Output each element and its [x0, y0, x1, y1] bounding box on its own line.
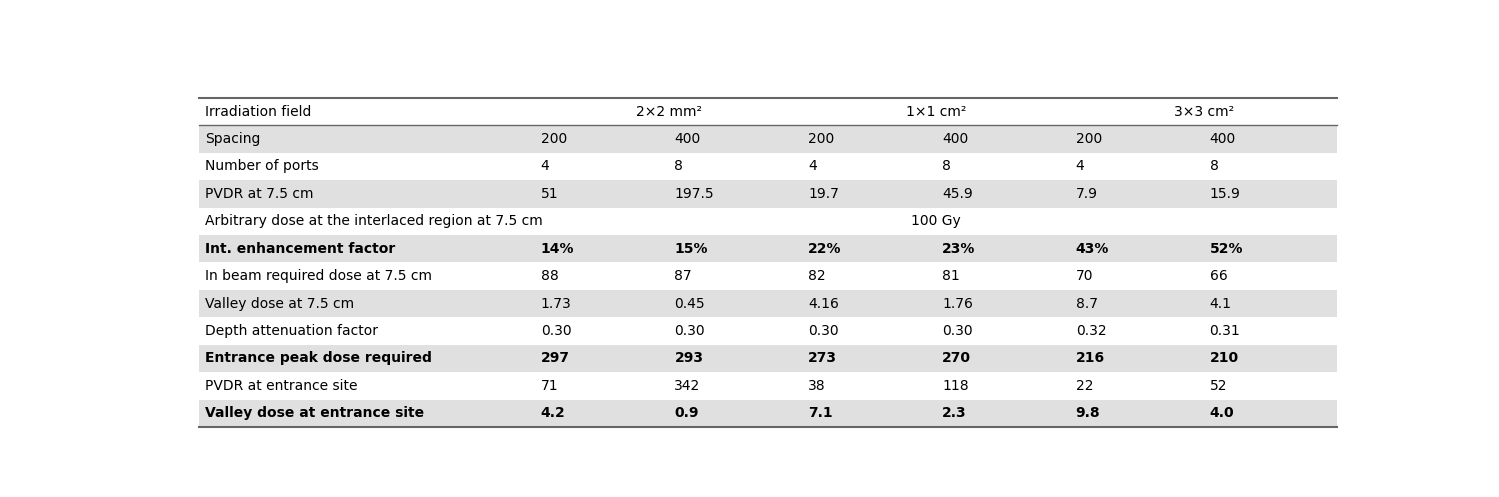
Text: 52: 52	[1210, 379, 1228, 393]
Text: 88: 88	[541, 269, 559, 283]
Text: 400: 400	[1210, 132, 1235, 146]
Text: 15%: 15%	[675, 242, 708, 256]
Text: 400: 400	[941, 132, 968, 146]
Text: 293: 293	[675, 351, 703, 365]
Text: 2.3: 2.3	[941, 407, 967, 420]
Text: 66: 66	[1210, 269, 1228, 283]
Text: 4: 4	[808, 160, 817, 173]
Text: 8: 8	[675, 160, 684, 173]
Text: 2×2 mm²: 2×2 mm²	[636, 105, 702, 119]
Text: 22: 22	[1076, 379, 1093, 393]
Text: 210: 210	[1210, 351, 1238, 365]
Text: 8.7: 8.7	[1076, 297, 1097, 311]
Text: 8: 8	[1210, 160, 1219, 173]
Text: 82: 82	[808, 269, 826, 283]
Text: 45.9: 45.9	[941, 187, 973, 201]
Bar	[199, 235, 1337, 262]
Text: 43%: 43%	[1076, 242, 1109, 256]
Text: Spacing: Spacing	[205, 132, 261, 146]
Text: 70: 70	[1076, 269, 1093, 283]
Text: 1×1 cm²: 1×1 cm²	[905, 105, 967, 119]
Text: 118: 118	[941, 379, 968, 393]
Bar	[199, 290, 1337, 317]
Text: 342: 342	[675, 379, 700, 393]
Text: Entrance peak dose required: Entrance peak dose required	[205, 351, 432, 365]
Text: 0.30: 0.30	[675, 324, 705, 338]
Text: 71: 71	[541, 379, 558, 393]
Text: 52%: 52%	[1210, 242, 1243, 256]
Text: Valley dose at entrance site: Valley dose at entrance site	[205, 407, 424, 420]
Bar	[199, 125, 1337, 153]
Text: 200: 200	[1076, 132, 1102, 146]
Text: 4.16: 4.16	[808, 297, 839, 311]
Text: 4: 4	[1076, 160, 1084, 173]
Text: Irradiation field: Irradiation field	[205, 105, 312, 119]
Text: 8: 8	[941, 160, 950, 173]
Text: 51: 51	[541, 187, 558, 201]
Text: 0.31: 0.31	[1210, 324, 1240, 338]
Text: PVDR at 7.5 cm: PVDR at 7.5 cm	[205, 187, 313, 201]
Text: 87: 87	[675, 269, 693, 283]
Text: 197.5: 197.5	[675, 187, 714, 201]
Text: PVDR at entrance site: PVDR at entrance site	[205, 379, 357, 393]
Text: 0.30: 0.30	[541, 324, 571, 338]
Text: 4.2: 4.2	[541, 407, 565, 420]
Text: 1.76: 1.76	[941, 297, 973, 311]
Text: 200: 200	[808, 132, 835, 146]
Text: 4: 4	[541, 160, 550, 173]
Text: In beam required dose at 7.5 cm: In beam required dose at 7.5 cm	[205, 269, 432, 283]
Text: 38: 38	[808, 379, 826, 393]
Text: 400: 400	[675, 132, 700, 146]
Text: 273: 273	[808, 351, 838, 365]
Text: 81: 81	[941, 269, 959, 283]
Text: 200: 200	[541, 132, 567, 146]
Text: 4.0: 4.0	[1210, 407, 1234, 420]
Text: 9.8: 9.8	[1076, 407, 1100, 420]
Bar	[199, 345, 1337, 372]
Text: 14%: 14%	[541, 242, 574, 256]
Text: 0.30: 0.30	[941, 324, 973, 338]
Text: 0.9: 0.9	[675, 407, 699, 420]
Text: 100 Gy: 100 Gy	[911, 214, 961, 228]
Text: 23%: 23%	[941, 242, 976, 256]
Text: 270: 270	[941, 351, 971, 365]
Text: 1.73: 1.73	[541, 297, 571, 311]
Bar	[199, 400, 1337, 427]
Text: 4.1: 4.1	[1210, 297, 1232, 311]
Text: Valley dose at 7.5 cm: Valley dose at 7.5 cm	[205, 297, 354, 311]
Text: 297: 297	[541, 351, 570, 365]
Text: 3×3 cm²: 3×3 cm²	[1174, 105, 1234, 119]
Text: 15.9: 15.9	[1210, 187, 1240, 201]
Text: Int. enhancement factor: Int. enhancement factor	[205, 242, 396, 256]
Text: Arbitrary dose at the interlaced region at 7.5 cm: Arbitrary dose at the interlaced region …	[205, 214, 543, 228]
Text: 216: 216	[1076, 351, 1105, 365]
Text: 7.1: 7.1	[808, 407, 833, 420]
Text: 0.45: 0.45	[675, 297, 705, 311]
Bar	[199, 180, 1337, 208]
Text: 7.9: 7.9	[1076, 187, 1097, 201]
Text: 0.30: 0.30	[808, 324, 839, 338]
Text: 0.32: 0.32	[1076, 324, 1106, 338]
Text: 22%: 22%	[808, 242, 842, 256]
Text: 19.7: 19.7	[808, 187, 839, 201]
Text: Number of ports: Number of ports	[205, 160, 319, 173]
Text: Depth attenuation factor: Depth attenuation factor	[205, 324, 378, 338]
